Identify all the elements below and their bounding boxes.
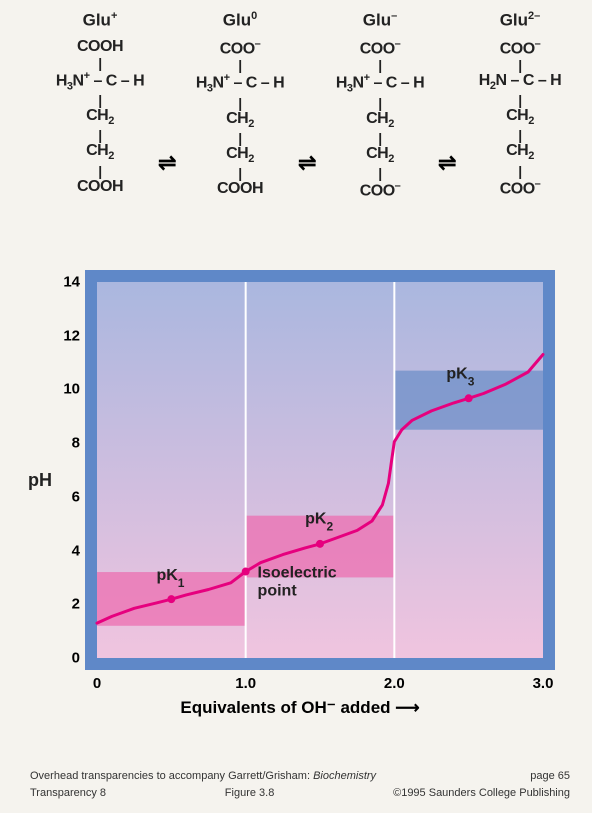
species-2: Glu– COO–|H3N+ – C – H|CH2|CH2|COO– [320, 10, 440, 200]
x-tick: 1.0 [235, 675, 256, 692]
equilibrium-arrow-icon: ⇌ [298, 150, 316, 176]
species-1: Glu0 COO–|H3N+ – C – H|CH2|CH2|COOH [180, 10, 300, 198]
structure: COO–|H3N+ – C – H|CH2|CH2|COOH [180, 39, 300, 197]
species-title: Glu+ [40, 10, 160, 31]
footer-l1-right: page 65 [530, 768, 570, 785]
y-tick: 0 [60, 650, 80, 667]
y-axis-label: pH [28, 470, 52, 491]
y-tick: 14 [60, 274, 80, 291]
structure: COO–|H3N+ – C – H|CH2|CH2|COO– [320, 39, 440, 200]
species-3: Glu2– COO–|H2N – C – H|CH2|CH2|COO– [460, 10, 580, 198]
x-tick: 0 [93, 675, 101, 692]
y-tick: 10 [60, 381, 80, 398]
footer-l1-left: Overhead transparencies to accompany Gar… [30, 768, 376, 785]
species-row: Glu+ COOH|H3N+ – C – H|CH2|CH2|COOH Glu0 CO… [30, 10, 570, 260]
titration-chart: pH 0 2 4 6 8 10 12 14 pK1pK2pK3Isoelectricpoint… [30, 270, 570, 750]
species-title: Glu– [320, 10, 440, 31]
structure: COOH|H3N+ – C – H|CH2|CH2|COOH [40, 39, 160, 195]
footer-l2-right: ©1995 Saunders College Publishing [393, 785, 570, 802]
equilibrium-arrow-icon: ⇌ [158, 150, 176, 176]
svg-text:Isoelectric: Isoelectric [258, 564, 337, 581]
species-0: Glu+ COOH|H3N+ – C – H|CH2|CH2|COOH [40, 10, 160, 196]
y-tick: 6 [60, 488, 80, 505]
species-title: Glu2– [460, 10, 580, 31]
svg-text:point: point [258, 582, 298, 599]
structure: COO–|H2N – C – H|CH2|CH2|COO– [460, 39, 580, 197]
y-tick: 8 [60, 435, 80, 452]
equilibrium-arrow-icon: ⇌ [438, 150, 456, 176]
footer: Overhead transparencies to accompany Gar… [30, 768, 570, 801]
y-tick: 12 [60, 327, 80, 344]
x-axis-label: Equivalents of OH⁻ added ⟶ [30, 698, 570, 718]
x-tick: 2.0 [384, 675, 405, 692]
y-tick: 2 [60, 596, 80, 613]
footer-l2-left: Transparency 8 [30, 785, 106, 802]
plot-area: pK1pK2pK3Isoelectricpoint [85, 270, 555, 670]
x-tick: 3.0 [533, 675, 554, 692]
species-title: Glu0 [180, 10, 300, 31]
footer-l2-mid: Figure 3.8 [225, 785, 275, 802]
y-tick: 4 [60, 542, 80, 559]
